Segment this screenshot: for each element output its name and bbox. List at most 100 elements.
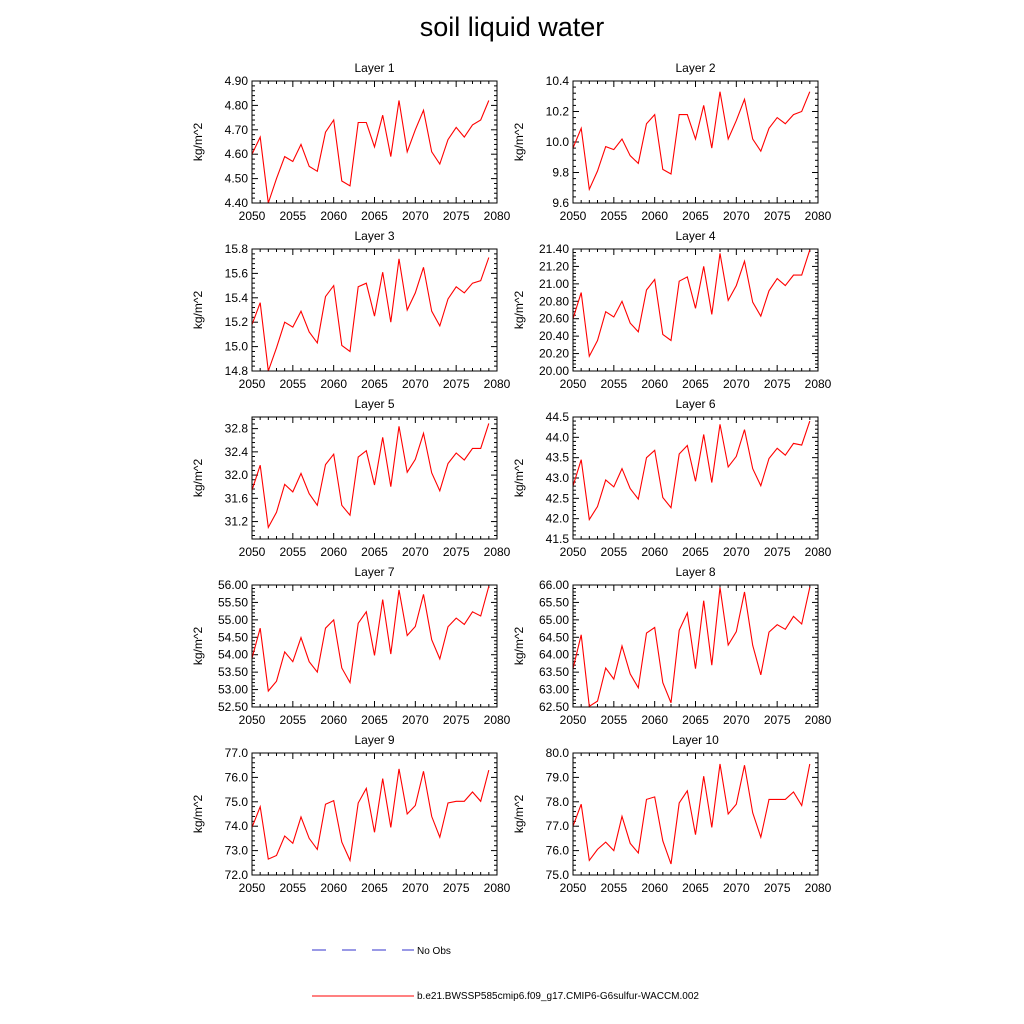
y-axis-label: kg/m^2 <box>191 795 205 834</box>
chart-main-title: soil liquid water <box>419 12 605 42</box>
x-tick-label: 2070 <box>723 545 750 559</box>
x-tick-label: 2060 <box>320 545 347 559</box>
x-tick-label: 2070 <box>402 545 429 559</box>
y-tick-label: 15.0 <box>225 340 249 354</box>
x-tick-label: 2070 <box>402 713 429 727</box>
x-tick-label: 2050 <box>560 881 587 895</box>
y-tick-label: 4.50 <box>225 172 249 186</box>
y-tick-label: 20.00 <box>539 364 569 378</box>
x-tick-label: 2050 <box>239 209 266 223</box>
y-axis-label: kg/m^2 <box>191 627 205 666</box>
x-tick-label: 2080 <box>805 881 832 895</box>
panel-title: Layer 9 <box>354 733 394 747</box>
x-tick-label: 2060 <box>641 377 668 391</box>
y-tick-label: 31.2 <box>225 515 249 529</box>
x-tick-label: 2065 <box>361 545 388 559</box>
y-tick-label: 55.00 <box>218 613 248 627</box>
x-tick-label: 2055 <box>600 713 627 727</box>
x-tick-label: 2060 <box>320 881 347 895</box>
y-tick-label: 9.8 <box>552 166 569 180</box>
plot-frame <box>251 752 498 876</box>
x-tick-label: 2075 <box>443 545 470 559</box>
plot-frame <box>251 80 498 204</box>
y-tick-label: 56.00 <box>218 578 248 592</box>
y-tick-label: 4.40 <box>225 196 249 210</box>
y-tick-label: 4.80 <box>225 98 249 112</box>
y-tick-label: 42.0 <box>546 512 570 526</box>
panel-layer-9: Layer 9 kg/m^2 2050 2055 2060 2065 2070 2075 208… <box>191 733 511 895</box>
series-line-model <box>252 100 490 203</box>
x-tick-label: 2070 <box>402 209 429 223</box>
y-tick-label: 64.00 <box>539 648 569 662</box>
x-tick-label: 2055 <box>279 713 306 727</box>
y-axis-label: kg/m^2 <box>512 291 526 330</box>
x-tick-label: 2080 <box>484 377 511 391</box>
y-tick-label: 54.50 <box>218 630 248 644</box>
y-axis-label: kg/m^2 <box>512 459 526 498</box>
plot-frame <box>251 416 498 540</box>
x-tick-label: 2075 <box>764 377 791 391</box>
y-tick-label: 74.0 <box>225 819 249 833</box>
series-line-model <box>573 763 811 865</box>
y-tick-label: 10.4 <box>546 74 570 88</box>
y-tick-label: 9.6 <box>552 196 569 210</box>
plot-frame <box>572 584 819 708</box>
y-tick-label: 77.0 <box>225 746 249 760</box>
x-tick-label: 2075 <box>443 713 470 727</box>
x-tick-label: 2050 <box>560 209 587 223</box>
panel-layer-8: Layer 8 kg/m^2 2050 2055 2060 2065 2070 2075 208… <box>512 565 832 727</box>
y-tick-label: 32.8 <box>225 422 249 436</box>
x-tick-label: 2080 <box>484 713 511 727</box>
panel-layer-6: Layer 6 kg/m^2 2050 2055 2060 2065 2070 2075 208… <box>512 397 832 559</box>
y-tick-label: 10.2 <box>546 105 570 119</box>
x-tick-label: 2075 <box>443 881 470 895</box>
panel-title: Layer 10 <box>672 733 719 747</box>
plot-frame <box>251 248 498 372</box>
y-axis-label: kg/m^2 <box>191 459 205 498</box>
x-tick-label: 2055 <box>600 377 627 391</box>
y-tick-label: 20.20 <box>539 347 569 361</box>
y-tick-label: 53.00 <box>218 683 248 697</box>
x-tick-label: 2080 <box>805 377 832 391</box>
x-tick-label: 2075 <box>443 209 470 223</box>
y-tick-label: 76.0 <box>225 770 249 784</box>
x-tick-label: 2065 <box>361 713 388 727</box>
x-tick-label: 2080 <box>484 209 511 223</box>
y-tick-label: 65.50 <box>539 595 569 609</box>
x-tick-label: 2070 <box>723 881 750 895</box>
panel-layer-5: Layer 5 kg/m^2 2050 2055 2060 2065 2070 2075 208… <box>191 397 511 559</box>
x-tick-label: 2050 <box>560 377 587 391</box>
series-line-model <box>573 91 811 192</box>
y-tick-label: 14.8 <box>225 364 249 378</box>
x-tick-label: 2055 <box>279 209 306 223</box>
y-tick-label: 10.0 <box>546 135 570 149</box>
y-tick-label: 15.8 <box>225 242 249 256</box>
y-tick-label: 63.00 <box>539 683 569 697</box>
y-tick-label: 76.0 <box>546 844 570 858</box>
y-tick-label: 62.50 <box>539 700 569 714</box>
y-tick-label: 64.50 <box>539 630 569 644</box>
x-tick-label: 2050 <box>239 545 266 559</box>
x-tick-label: 2080 <box>805 713 832 727</box>
panel-layer-2: Layer 2 kg/m^2 2050 2055 2060 2065 2070 2075 208… <box>512 61 832 223</box>
y-tick-label: 75.0 <box>225 795 249 809</box>
y-tick-label: 20.40 <box>539 329 569 343</box>
x-tick-label: 2070 <box>723 377 750 391</box>
plot-frame <box>572 752 819 876</box>
x-tick-label: 2065 <box>361 209 388 223</box>
x-tick-label: 2075 <box>764 713 791 727</box>
y-tick-label: 43.0 <box>546 471 570 485</box>
x-tick-label: 2075 <box>764 545 791 559</box>
y-tick-label: 78.0 <box>546 795 570 809</box>
y-tick-label: 44.5 <box>546 410 570 424</box>
y-tick-label: 66.00 <box>539 578 569 592</box>
x-tick-label: 2055 <box>279 545 306 559</box>
y-tick-label: 20.80 <box>539 294 569 308</box>
y-tick-label: 54.00 <box>218 648 248 662</box>
y-tick-label: 41.5 <box>546 532 570 546</box>
series-line-model <box>573 249 811 359</box>
x-tick-label: 2065 <box>682 713 709 727</box>
y-axis-label: kg/m^2 <box>512 627 526 666</box>
y-tick-label: 63.50 <box>539 665 569 679</box>
x-tick-label: 2055 <box>600 209 627 223</box>
